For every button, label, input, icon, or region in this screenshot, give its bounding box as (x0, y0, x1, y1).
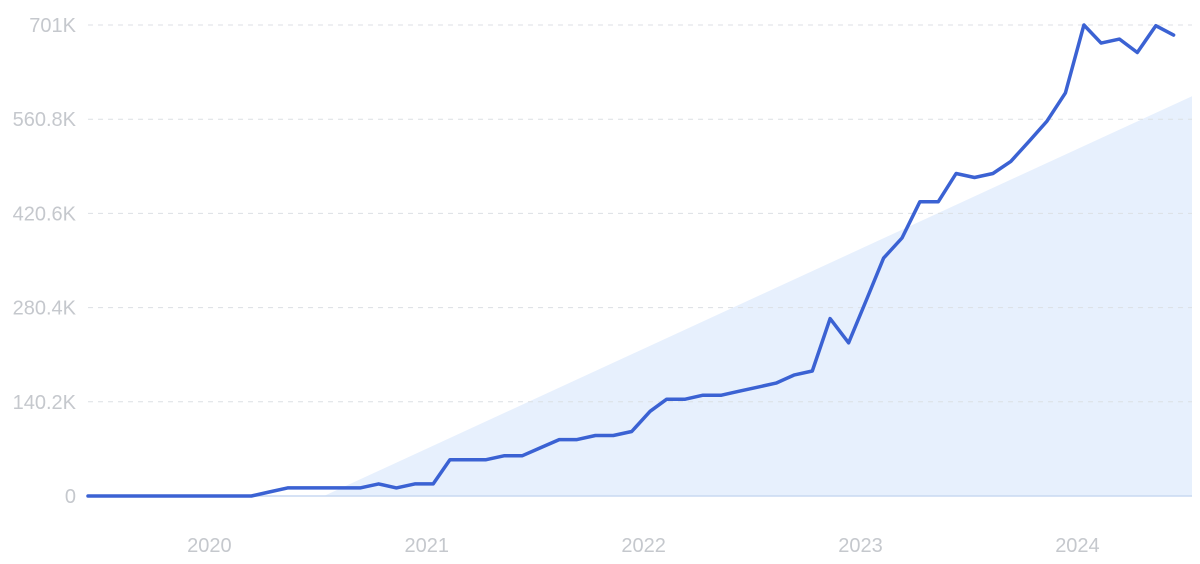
series-layer (86, 23, 1176, 498)
y-tick-label: 0 (65, 486, 76, 508)
grid-layer (88, 24, 1192, 497)
x-axis: 2020 2021 2022 2023 2024 (187, 535, 1100, 557)
x-tick-label: 2022 (621, 535, 666, 557)
series-line (86, 23, 1176, 498)
trend-area-layer (323, 96, 1193, 496)
x-tick-label: 2024 (1055, 535, 1100, 557)
y-tick-label: 280.4K (13, 298, 77, 320)
y-tick-label: 420.6K (13, 203, 77, 225)
y-tick-label: 701K (29, 15, 76, 37)
x-tick-label: 2020 (187, 535, 232, 557)
y-axis: 0 140.2K 280.4K 420.6K 560.8K 701K (13, 15, 77, 508)
y-tick-label: 140.2K (13, 392, 77, 414)
y-tick-label: 560.8K (13, 109, 77, 131)
x-tick-label: 2023 (838, 535, 883, 557)
x-tick-label: 2021 (405, 535, 450, 557)
trend-area (323, 96, 1193, 496)
